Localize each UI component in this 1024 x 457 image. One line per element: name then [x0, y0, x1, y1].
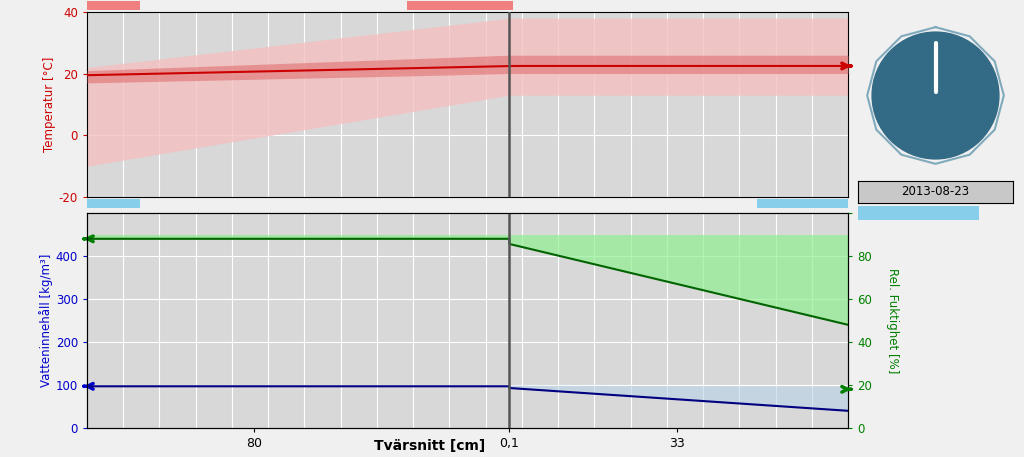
Bar: [407, 1, 513, 10]
Bar: [87, 199, 140, 208]
Bar: [757, 199, 848, 208]
Circle shape: [872, 32, 998, 159]
Y-axis label: Rel. Fuktighet [%]: Rel. Fuktighet [%]: [886, 268, 899, 373]
Y-axis label: Temperatur [°C]: Temperatur [°C]: [43, 57, 56, 152]
Y-axis label: Vatteninnehåll [kg/m³]: Vatteninnehåll [kg/m³]: [39, 254, 53, 387]
Text: 2013-08-23: 2013-08-23: [901, 186, 970, 198]
Text: Tvärsnitt [cm]: Tvärsnitt [cm]: [374, 439, 485, 452]
Bar: [87, 1, 140, 10]
Bar: [858, 206, 979, 220]
